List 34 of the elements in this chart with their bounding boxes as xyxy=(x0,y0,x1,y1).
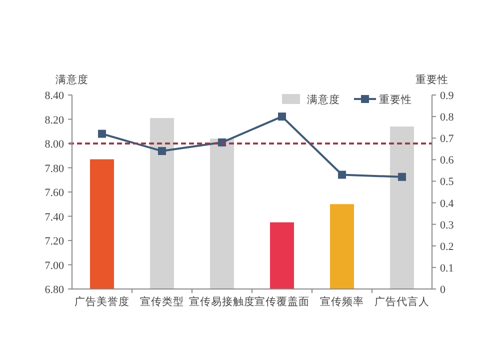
y2-tick-label: 0.3 xyxy=(440,219,454,232)
y2-tick-label: 0.9 xyxy=(440,90,454,102)
y-tick-label: 7.60 xyxy=(44,187,64,199)
x-tick-label: 广告代言人 xyxy=(374,295,430,308)
y2-tick-label: 0.2 xyxy=(440,240,454,253)
y2-tick-label: 0.5 xyxy=(440,176,454,188)
y-tick-label: 7.20 xyxy=(44,236,64,248)
y-tick-label: 7.40 xyxy=(44,211,64,224)
x-tick-label: 宣传频率 xyxy=(320,295,364,308)
y2-tick-label: 0.4 xyxy=(440,198,454,210)
y-tick-label: 8.00 xyxy=(44,138,64,150)
x-tick-label: 宣传覆盖面 xyxy=(254,295,310,308)
point xyxy=(338,170,346,179)
point xyxy=(278,112,286,121)
y2-tick-label: 0.6 xyxy=(440,154,454,167)
point xyxy=(98,130,106,138)
y2-tick-label: 0.7 xyxy=(440,133,454,146)
y2-tick-label: 0.1 xyxy=(440,262,454,274)
legend-label: 满意度 xyxy=(307,93,340,106)
y-tick-label: 6.80 xyxy=(44,284,64,296)
point xyxy=(158,147,166,156)
y2-tick-label: 0.8 xyxy=(440,112,454,124)
y2-tick-label: 0 xyxy=(440,284,446,296)
x-tick-label: 广告美誉度 xyxy=(74,295,130,308)
y-tick-label: 7.00 xyxy=(44,260,64,272)
y-tick-label: 8.20 xyxy=(44,114,64,126)
legend-label: 重要性 xyxy=(379,93,412,106)
point xyxy=(398,172,406,181)
x-tick-label: 宣传易接触度 xyxy=(189,295,255,308)
y-tick-label: 7.80 xyxy=(44,162,64,175)
y2-axis-title: 重要性 xyxy=(416,73,448,86)
x-tick-label: 宣传类型 xyxy=(140,295,184,308)
y-tick-label: 8.40 xyxy=(44,90,64,102)
y-axis-title: 满意度 xyxy=(56,73,88,86)
